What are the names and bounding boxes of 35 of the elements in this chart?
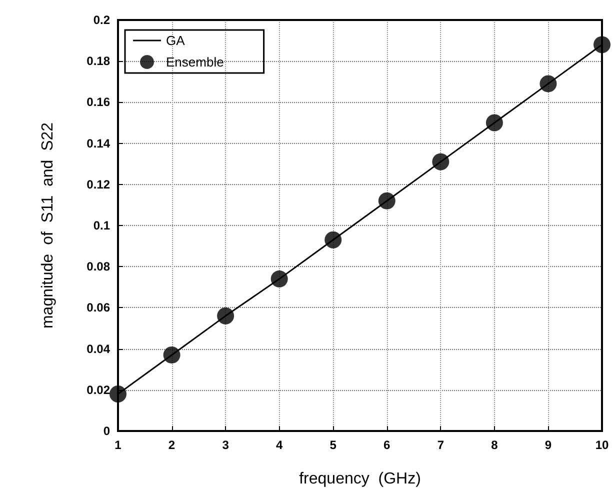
x-tick-label: 7 [437,438,444,452]
legend-label: Ensemble [166,54,224,70]
x-tick-label: 6 [384,438,391,452]
point [110,386,126,403]
point [217,307,234,324]
y-tick-label: 0.1 [93,218,110,232]
point [378,192,396,210]
x-tick-label: 1 [114,438,122,452]
point [270,270,288,288]
point [594,36,610,54]
x-tick-label: 8 [491,438,498,452]
y-tick-label: 0 [103,424,110,438]
y-tick-label: 0.04 [86,342,110,356]
x-tick-label: 4 [276,438,283,452]
y-tick-label: 0.14 [86,136,110,150]
x-tick-label: 10 [595,438,609,452]
y-tick-label: 0.2 [93,13,110,27]
point [163,346,180,364]
y-tick-label: 0.08 [86,260,110,274]
point [486,114,503,132]
point [432,153,450,170]
y-tick-label: 0.06 [86,300,110,315]
y-axis-title: magnitude of S11 and S22 [40,122,56,329]
x-tick-label: 9 [544,438,552,452]
y-tick-label: 0.12 [86,177,110,192]
y-tick-label: 0.02 [86,382,110,397]
point [540,75,557,92]
x-tick-label: 2 [168,438,176,452]
x-tick-label: 3 [222,438,230,452]
x-axis-title: frequency (GHz) [299,470,421,488]
legend-label: GA [166,33,186,48]
point [324,231,342,248]
y-tick-label: 0.16 [86,95,110,110]
y-tick-label: 0.18 [86,54,110,68]
x-tick-label: 5 [330,438,337,452]
